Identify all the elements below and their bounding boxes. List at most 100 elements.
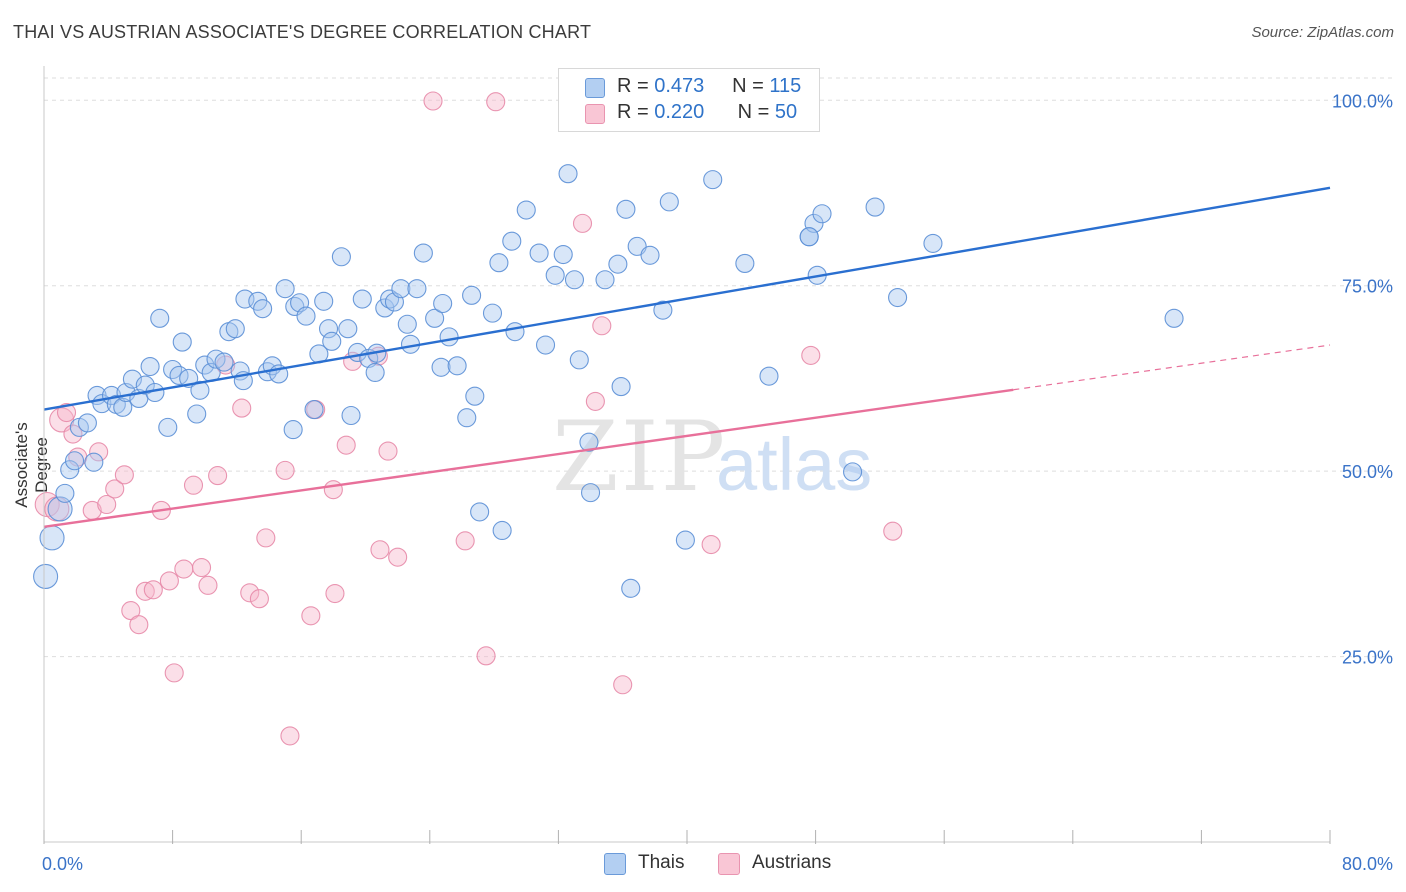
- austrian-point: [97, 494, 117, 515]
- trend-layer: [43, 186, 1331, 528]
- thai-point: [659, 192, 679, 212]
- legend-n-value: 115: [769, 75, 802, 97]
- thai-point: [535, 335, 556, 355]
- thai-point: [553, 244, 573, 265]
- austrian-point: [336, 435, 356, 455]
- thais-points: [33, 164, 1184, 598]
- austrian-point: [129, 615, 149, 635]
- axis-layer: 25.0% 50.0% 75.0% 100.0% 0.0% 80.0%: [42, 66, 1393, 874]
- austrian-point: [159, 571, 179, 591]
- thai-point: [113, 397, 133, 417]
- thais-trend-line: [43, 186, 1331, 411]
- legend-r-value: 0.220: [654, 101, 705, 123]
- thai-point: [431, 357, 451, 377]
- thai-point: [545, 265, 565, 285]
- austrian-point: [801, 345, 821, 365]
- thai-point: [439, 327, 459, 347]
- thai-point: [703, 170, 723, 190]
- watermark-atlas: atlas: [716, 423, 872, 506]
- austrian-point: [105, 479, 125, 499]
- thai-point: [505, 322, 525, 342]
- thai-point: [502, 231, 522, 251]
- austrian-point: [280, 726, 300, 746]
- austrian-point: [143, 580, 163, 600]
- thai-point: [482, 303, 503, 323]
- thai-point: [425, 308, 445, 328]
- thai-point: [365, 362, 385, 383]
- thai-point: [1164, 308, 1184, 328]
- thai-point: [214, 352, 234, 372]
- austrians-swatch: [585, 104, 605, 124]
- thai-point: [314, 291, 334, 311]
- austrian-point: [208, 466, 228, 486]
- thai-point: [275, 279, 295, 299]
- y-tick-label: 75.0%: [1342, 277, 1393, 297]
- thai-point: [33, 563, 59, 590]
- austrian-point: [256, 528, 276, 548]
- x-tick-label: 80.0%: [1342, 854, 1393, 874]
- thai-point: [77, 413, 97, 433]
- stats-legend: R = 0.473 N = 115 R = 0.220 N = 50: [558, 68, 820, 132]
- thai-point: [195, 355, 215, 375]
- thai-point: [322, 331, 342, 351]
- thai-point: [55, 483, 75, 503]
- thai-point: [865, 197, 885, 217]
- austrians-legend-swatch: [718, 853, 740, 875]
- thai-point: [579, 432, 599, 452]
- austrian-point: [592, 316, 612, 336]
- thai-point: [190, 380, 210, 400]
- austrian-point: [883, 521, 903, 541]
- thai-point: [447, 356, 467, 376]
- thai-point: [318, 319, 339, 339]
- austrian-point: [164, 663, 184, 683]
- austrian-point: [486, 92, 506, 112]
- austrian-point: [89, 442, 109, 462]
- x-tick-label: 0.0%: [42, 854, 83, 874]
- thais-legend-swatch: [604, 853, 626, 875]
- thai-point: [391, 279, 411, 299]
- austrians-trend-extension: [1013, 344, 1331, 391]
- thai-point: [296, 306, 316, 326]
- thai-point: [516, 200, 536, 220]
- austrian-point: [325, 583, 345, 604]
- y-tick-label: 25.0%: [1342, 648, 1393, 668]
- thai-point: [564, 270, 585, 290]
- thai-point: [140, 356, 160, 377]
- thai-point: [47, 496, 73, 522]
- austrian-point: [572, 213, 593, 233]
- austrian-point: [174, 559, 194, 579]
- thai-point: [341, 405, 361, 426]
- thai-point: [529, 243, 549, 263]
- thai-point: [253, 299, 273, 319]
- austrian-point: [183, 475, 204, 495]
- legend-n-value: 50: [774, 101, 798, 123]
- austrian-point: [191, 558, 212, 578]
- thai-point: [187, 404, 207, 424]
- austrian-point: [249, 589, 269, 609]
- thai-point: [580, 483, 601, 503]
- austrian-point: [56, 402, 77, 423]
- thai-point: [172, 332, 192, 352]
- thai-point: [338, 319, 358, 339]
- thai-point: [653, 300, 673, 320]
- thai-point: [407, 279, 427, 299]
- thai-point: [283, 420, 303, 440]
- thai-point: [735, 253, 755, 273]
- thai-point: [558, 164, 578, 184]
- thai-point: [569, 350, 589, 370]
- thai-point: [799, 227, 819, 247]
- thai-point: [158, 417, 178, 437]
- austrian-point: [135, 581, 155, 601]
- thai-point: [413, 243, 433, 263]
- thai-point: [492, 520, 512, 541]
- austrian-point: [613, 675, 633, 695]
- thai-point: [433, 293, 453, 314]
- thai-point: [457, 408, 477, 428]
- austrian-point: [240, 583, 260, 603]
- thai-point: [640, 245, 660, 265]
- thais-legend-label: Thais: [638, 852, 685, 873]
- thai-point: [489, 253, 509, 273]
- thai-point: [812, 204, 832, 224]
- thai-point: [352, 289, 372, 309]
